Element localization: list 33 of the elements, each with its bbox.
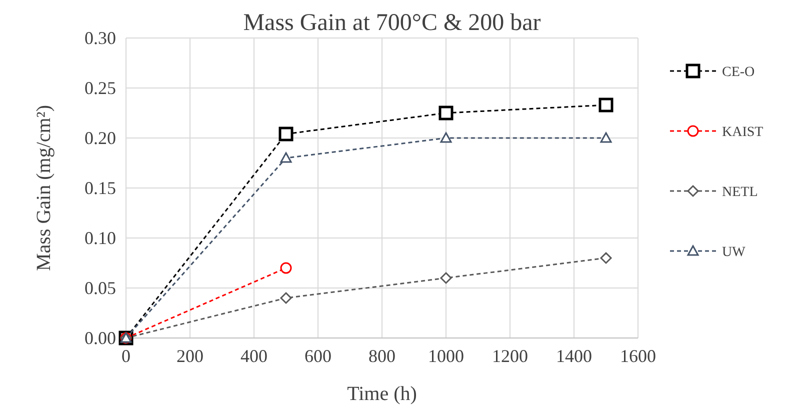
legend-label: KAIST <box>722 125 764 140</box>
y-axis-title: Mass Gain (mg/cm²) <box>33 105 55 271</box>
x-tick-label: 1000 <box>428 346 464 366</box>
x-tick-label: 0 <box>122 346 130 366</box>
y-tick-label: 0.00 <box>84 328 116 348</box>
y-tick-label: 0.05 <box>84 278 116 298</box>
y-tick-label: 0.10 <box>84 228 116 248</box>
y-tick-label: 0.20 <box>84 128 116 148</box>
point <box>600 252 612 264</box>
x-tick-label: 600 <box>304 346 332 366</box>
point <box>280 292 292 304</box>
point <box>598 98 614 112</box>
x-tick-label: 400 <box>240 346 268 366</box>
y-tick-label: 0.25 <box>84 78 116 98</box>
y-tick-label: 0.30 <box>84 28 116 48</box>
point <box>438 106 454 120</box>
x-tick-label: 200 <box>176 346 204 366</box>
point <box>440 132 452 143</box>
x-tick-label: 800 <box>368 346 396 366</box>
legend-label: NETL <box>722 185 758 200</box>
point <box>600 132 612 143</box>
point <box>440 272 452 284</box>
legend-label: CE-O <box>722 65 755 80</box>
point <box>280 262 292 274</box>
x-tick-label: 1600 <box>620 346 656 366</box>
point <box>280 152 292 163</box>
x-axis-title: Time (h) <box>347 383 417 405</box>
chart-title: Mass Gain at 700°C & 200 bar <box>243 10 541 36</box>
y-tick-label: 0.15 <box>84 178 116 198</box>
legend-label: UW <box>722 245 746 260</box>
point <box>278 126 294 142</box>
x-tick-label: 1400 <box>556 346 592 366</box>
x-tick-label: 1200 <box>492 346 528 366</box>
